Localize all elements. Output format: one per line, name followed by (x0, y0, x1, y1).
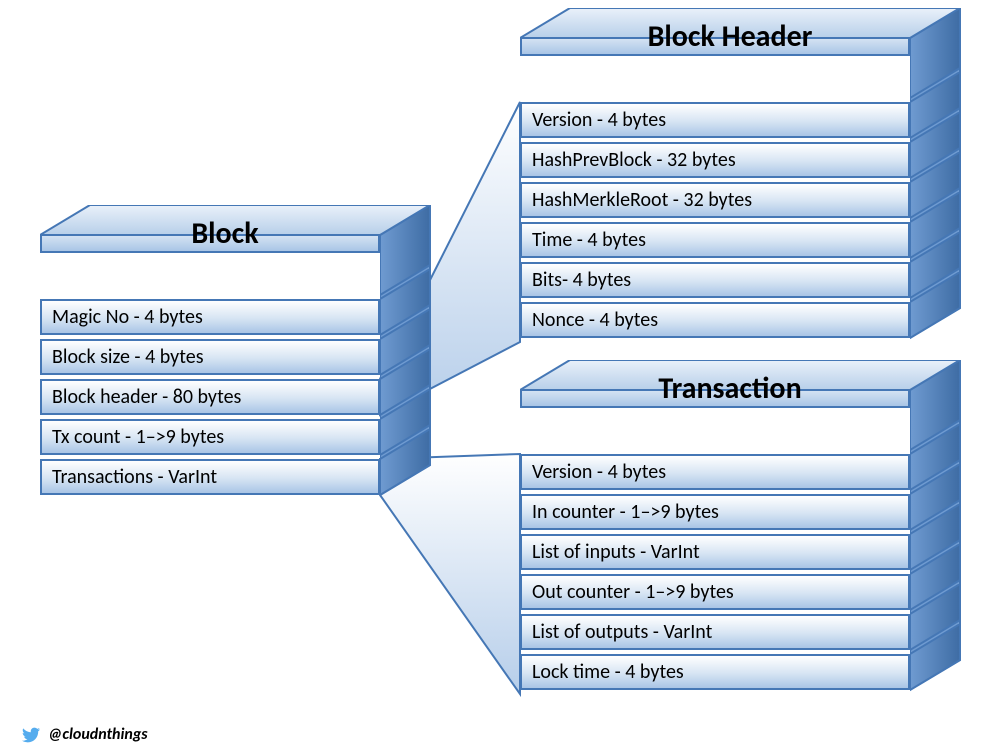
row-label: Nonce - 4 bytes (520, 302, 910, 338)
stack-title: Block (55, 215, 395, 252)
row-label: Transactions - VarInt (40, 459, 380, 495)
row-label: Time - 4 bytes (520, 222, 910, 258)
attribution-footer: @cloudnthings (20, 725, 148, 744)
attribution-text: @cloudnthings (48, 725, 148, 744)
row-label: Block size - 4 bytes (40, 339, 380, 375)
stack-row: List of inputs - VarInt (520, 534, 910, 570)
stack-row: Bits- 4 bytes (520, 262, 910, 298)
stack-row: Out counter - 1–>9 bytes (520, 574, 910, 610)
row-label: Version - 4 bytes (520, 454, 910, 490)
stack-row: Version - 4 bytes (520, 102, 910, 138)
twitter-icon (20, 726, 42, 744)
stack-row: HashMerkleRoot - 32 bytes (520, 182, 910, 218)
row-label: HashPrevBlock - 32 bytes (520, 142, 910, 178)
stack-row: Version - 4 bytes (520, 454, 910, 490)
stack-row: List of outputs - VarInt (520, 614, 910, 650)
stack-row: Lock time - 4 bytes (520, 654, 910, 690)
stack-row: Magic No - 4 bytes (40, 299, 380, 335)
diagram-canvas: Block Magic No - 4 bytes Block size - 4 by… (0, 0, 990, 754)
row-label: HashMerkleRoot - 32 bytes (520, 182, 910, 218)
row-label: Lock time - 4 bytes (520, 654, 910, 690)
stack-title: Transaction (535, 370, 925, 407)
stack-title: Block Header (535, 18, 925, 55)
block-header-stack: Block HeaderVersion - 4 bytesHashPrevBlo… (520, 38, 910, 342)
row-label: Tx count - 1–>9 bytes (40, 419, 380, 455)
stack-row: In counter - 1–>9 bytes (520, 494, 910, 530)
row-label: Block header - 80 bytes (40, 379, 380, 415)
row-label: Bits- 4 bytes (520, 262, 910, 298)
stack-row: HashPrevBlock - 32 bytes (520, 142, 910, 178)
transaction-stack: TransactionVersion - 4 bytesIn counter -… (520, 390, 910, 694)
stack-row: Tx count - 1–>9 bytes (40, 419, 380, 455)
stack-row: Transactions - VarInt (40, 459, 380, 495)
row-label: Out counter - 1–>9 bytes (520, 574, 910, 610)
block-stack: BlockMagic No - 4 bytesBlock size - 4 by… (40, 235, 380, 499)
row-label: List of outputs - VarInt (520, 614, 910, 650)
row-label: List of inputs - VarInt (520, 534, 910, 570)
stack-row: Time - 4 bytes (520, 222, 910, 258)
row-label: Magic No - 4 bytes (40, 299, 380, 335)
row-label: Version - 4 bytes (520, 102, 910, 138)
stack-row: Block size - 4 bytes (40, 339, 380, 375)
stack-row: Nonce - 4 bytes (520, 302, 910, 338)
stack-row: Block header - 80 bytes (40, 379, 380, 415)
row-label: In counter - 1–>9 bytes (520, 494, 910, 530)
